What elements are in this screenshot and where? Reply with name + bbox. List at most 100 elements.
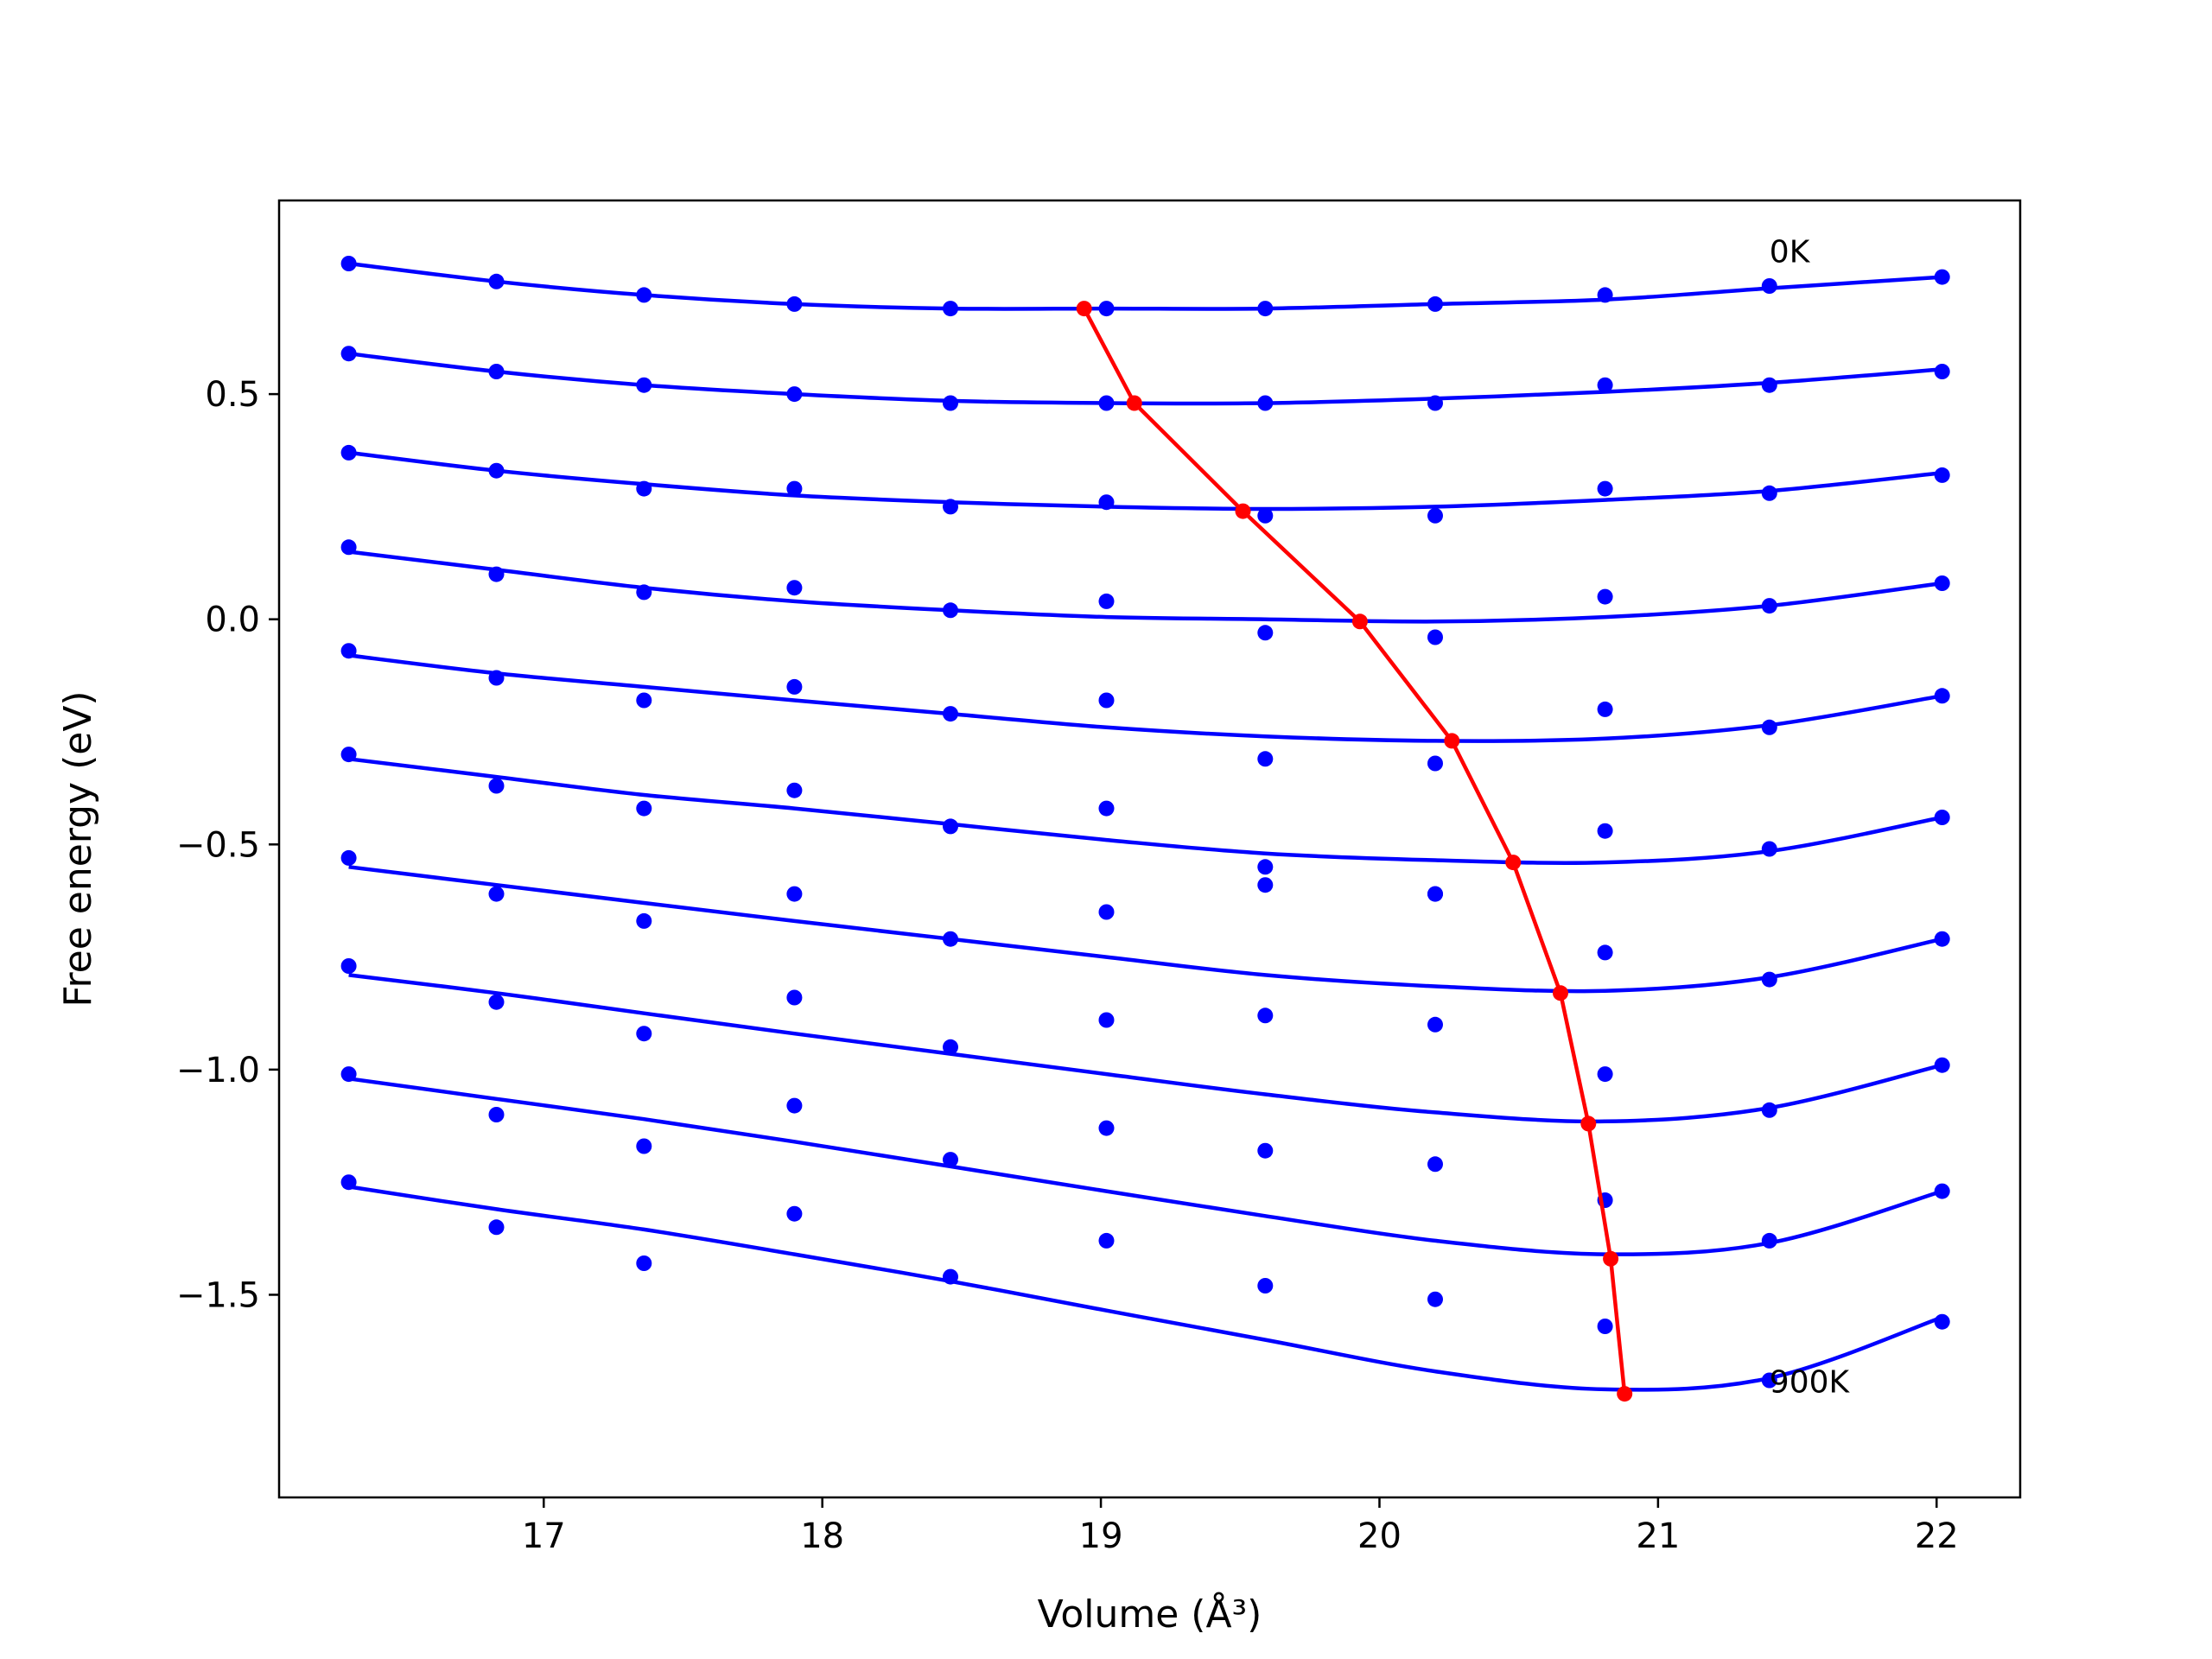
data-point <box>1597 944 1613 961</box>
x-tick-label: 17 <box>522 1516 566 1556</box>
x-tick-label: 20 <box>1357 1516 1402 1556</box>
data-point <box>1597 823 1613 839</box>
data-point <box>1427 1156 1443 1173</box>
y-tick-label: −1.0 <box>176 1051 260 1090</box>
data-point <box>1934 364 1950 379</box>
data-point <box>1098 800 1115 817</box>
data-point <box>340 1066 357 1083</box>
data-point <box>488 670 505 686</box>
data-point <box>1597 480 1613 497</box>
data-point <box>786 886 803 902</box>
data-point <box>1761 1372 1777 1389</box>
data-point <box>1098 593 1115 609</box>
data-point <box>786 480 803 497</box>
data-point <box>786 1097 803 1114</box>
data-point <box>943 1039 958 1055</box>
minimum-point <box>1351 613 1368 630</box>
data-point <box>1934 1057 1950 1073</box>
data-point <box>1761 1102 1777 1118</box>
data-point <box>1257 1142 1274 1159</box>
data-point <box>943 1152 958 1168</box>
x-axis-ticks: 17 18 19 20 21 22 <box>522 1497 1959 1556</box>
data-point <box>1098 1012 1115 1028</box>
data-point <box>1257 1278 1274 1294</box>
fit-curve-6 <box>348 865 1943 994</box>
data-point <box>340 643 357 659</box>
data-point <box>340 747 357 763</box>
data-point <box>1427 1016 1443 1033</box>
data-point <box>1257 301 1274 317</box>
data-point <box>1761 278 1777 294</box>
fit-curve-9 <box>348 1185 1943 1392</box>
y-tick-label: 0.5 <box>205 375 260 415</box>
data-point <box>488 364 505 379</box>
data-point <box>488 462 505 479</box>
minima-layer <box>1076 301 1633 1402</box>
data-point <box>340 539 357 556</box>
y-tick-label: −0.5 <box>176 825 260 865</box>
y-axis-label: Free energy (eV) <box>56 690 100 1007</box>
data-point <box>636 584 652 601</box>
data-point <box>340 346 357 362</box>
data-point <box>786 386 803 403</box>
fit-curve-5 <box>348 757 1943 865</box>
minimum-point <box>1617 1386 1633 1402</box>
data-point <box>488 778 505 794</box>
data-point <box>1257 751 1274 767</box>
data-point <box>636 692 652 709</box>
data-point <box>1934 931 1950 947</box>
data-point <box>636 1255 652 1271</box>
data-point <box>1597 588 1613 605</box>
data-point <box>786 989 803 1006</box>
data-point <box>1761 485 1777 501</box>
plot-frame <box>277 199 2022 1499</box>
data-point <box>1761 598 1777 614</box>
minimum-point <box>1126 395 1142 411</box>
fit-curve-4 <box>348 653 1943 743</box>
data-point <box>488 273 505 289</box>
annotations-layer: 0K 900K <box>1770 234 1851 1400</box>
data-point <box>488 1107 505 1122</box>
data-point <box>1597 1319 1613 1334</box>
data-point <box>943 395 958 411</box>
data-point <box>488 1219 505 1236</box>
data-point <box>1761 1232 1777 1249</box>
data-point <box>1427 507 1443 524</box>
data-point <box>1934 269 1950 285</box>
data-point <box>1761 719 1777 735</box>
x-tick-label: 22 <box>1915 1516 1959 1556</box>
data-point <box>1427 296 1443 312</box>
data-point <box>1257 1007 1274 1024</box>
data-point <box>943 499 958 515</box>
data-point <box>636 287 652 303</box>
data-point <box>1257 859 1274 875</box>
curve-annotation: 900K <box>1770 1365 1851 1401</box>
data-point <box>1761 377 1777 393</box>
data-point <box>1098 692 1115 709</box>
data-point <box>1098 395 1115 411</box>
data-point <box>1257 877 1274 893</box>
curve-annotation: 0K <box>1770 234 1811 270</box>
fit-curve-3 <box>348 550 1942 624</box>
data-point <box>636 1138 652 1154</box>
data-point <box>786 296 803 312</box>
minimum-point <box>1580 1116 1597 1132</box>
y-axis-ticks: −1.5 −1.0 −0.5 0.0 0.5 <box>176 375 279 1315</box>
data-point <box>636 377 652 393</box>
data-point <box>1098 301 1115 317</box>
data-point <box>340 1174 357 1191</box>
data-point <box>1098 1232 1115 1249</box>
data-point <box>340 849 357 866</box>
minimum-point <box>1444 733 1460 749</box>
data-point <box>340 256 357 271</box>
fit-curve-8 <box>348 1077 1943 1256</box>
data-point <box>786 678 803 695</box>
data-point <box>786 782 803 798</box>
data-point <box>1257 395 1274 411</box>
data-point <box>1257 507 1274 524</box>
data-point <box>1934 810 1950 825</box>
data-point <box>943 602 958 619</box>
x-tick-label: 19 <box>1079 1516 1123 1556</box>
data-point <box>488 566 505 582</box>
